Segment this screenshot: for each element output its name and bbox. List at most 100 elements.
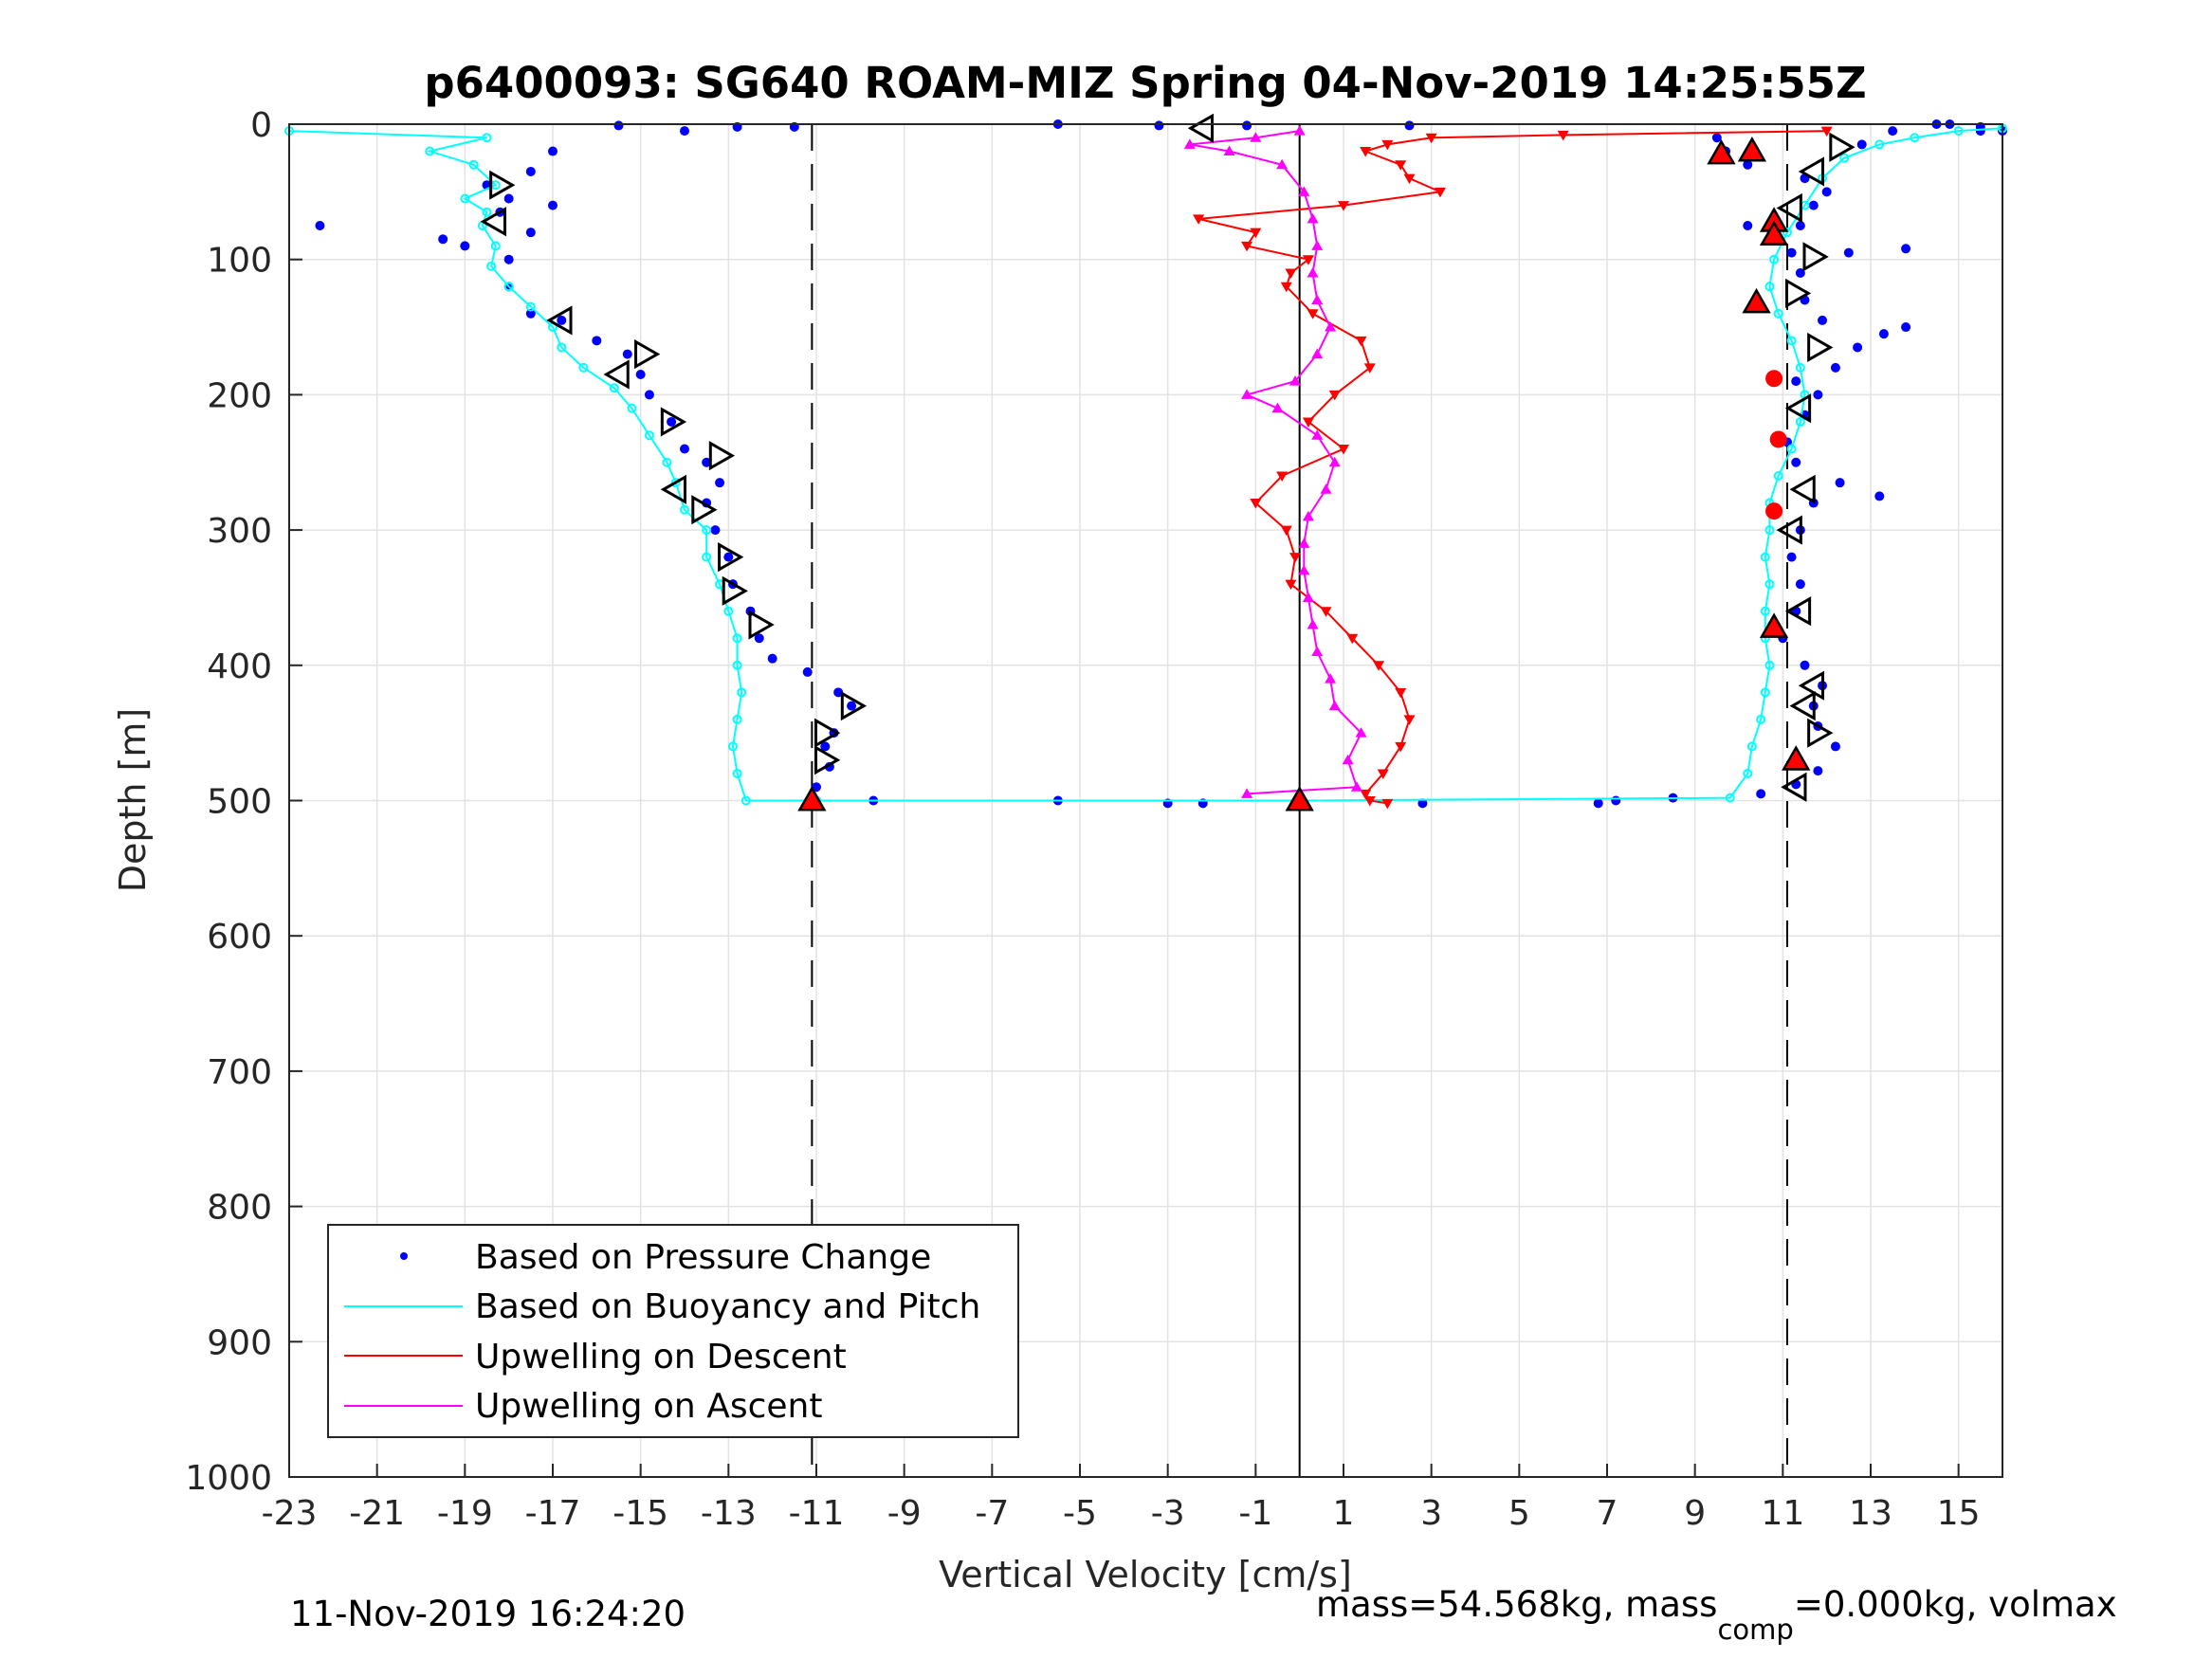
buoyancy-point [1756, 714, 1766, 724]
descent-point [1403, 715, 1416, 725]
open-triangle-marker [722, 575, 748, 606]
ascent-point [1311, 348, 1324, 359]
ascent-point [1342, 754, 1354, 765]
pressure-point [1791, 457, 1801, 467]
red-triangle-marker [1782, 745, 1811, 771]
buoyancy-point [627, 403, 637, 413]
pressure-point [1711, 133, 1722, 143]
y-tick-label: 600 [207, 918, 272, 957]
footer-mass-suffix: =0.000kg, volmax [1794, 1584, 2117, 1625]
buoyancy-point [1953, 126, 1964, 137]
buoyancy-point [578, 362, 589, 373]
pressure-point [1242, 120, 1252, 131]
series-line [1197, 130, 1827, 805]
buoyancy-point [1764, 282, 1775, 292]
descent-point [1557, 130, 1569, 141]
buoyancy-point [702, 525, 712, 536]
x-tick-label: -9 [887, 1494, 922, 1533]
buoyancy-point [503, 282, 514, 292]
legend-swatch-pressure [400, 1252, 408, 1260]
open-triangle-marker [1784, 278, 1812, 308]
pressure-point [1901, 322, 1911, 333]
pressure-point [802, 666, 813, 677]
footer-mass-subscript: comp [1717, 1613, 1793, 1646]
pressure-point [548, 200, 558, 210]
y-axis-label: Depth [m] [112, 708, 154, 893]
pressure-point [1813, 766, 1823, 776]
open-triangle-marker [1807, 332, 1834, 363]
pressure-point [1835, 478, 1845, 488]
y-tick-label: 0 [250, 106, 272, 145]
buoyancy-point [1746, 741, 1757, 752]
descent-point [1377, 769, 1389, 779]
pressure-point [1856, 139, 1867, 150]
open-triangle-marker [814, 718, 841, 748]
pressure-point [1791, 376, 1801, 387]
buoyancy-point [702, 552, 712, 562]
ascent-point [1241, 788, 1253, 798]
open-triangle-marker [1802, 242, 1829, 272]
pressure-point [1808, 200, 1819, 210]
open-triangle-marker [634, 339, 661, 370]
buoyancy-point [525, 301, 536, 312]
descent-point [1395, 687, 1407, 699]
x-tick-label: 11 [1761, 1494, 1804, 1533]
footer-timestamp: 11-Nov-2019 16:24:20 [290, 1594, 686, 1634]
pressure-point [1830, 741, 1840, 752]
buoyancy-point [1760, 687, 1770, 698]
pressure-point [315, 221, 325, 231]
buoyancy-point [1760, 606, 1770, 616]
red-triangle-marker [1759, 612, 1789, 638]
buoyancy-point [740, 795, 751, 806]
x-tick-label: -11 [789, 1494, 845, 1533]
pressure-point [1743, 159, 1753, 170]
ascent-point [1241, 389, 1253, 399]
ascent-point [1307, 618, 1319, 629]
buoyancy-point [1782, 228, 1792, 238]
buoyancy-point [425, 146, 435, 156]
pressure-point [847, 701, 857, 711]
ascent-point [1311, 429, 1324, 440]
open-triangle-marker [1781, 772, 1807, 802]
pressure-point [680, 126, 689, 137]
descent-point [1395, 741, 1407, 753]
open-triangle-marker [1784, 393, 1812, 424]
pressure-point [1821, 187, 1832, 197]
open-triangle-marker [660, 407, 687, 437]
open-triangle-marker [1784, 596, 1812, 627]
buoyancy-point [490, 241, 501, 251]
pressure-point [1874, 491, 1885, 501]
pressure-point [723, 552, 734, 562]
ascent-point [1328, 700, 1341, 711]
ascent-point [1307, 266, 1319, 278]
pressure-point [1795, 579, 1805, 590]
buoyancy-point [1839, 153, 1850, 163]
descent-point [1250, 499, 1262, 509]
footer-mass: mass=54.568kg, masscomp=0.000kg, volmax [1316, 1584, 2117, 1646]
descent-point [1381, 139, 1394, 151]
descent-point [1338, 444, 1349, 455]
y-tick-label: 700 [207, 1053, 272, 1092]
buoyancy-point [1764, 660, 1775, 670]
pressure-point [438, 234, 448, 245]
ascent-point [1325, 673, 1337, 684]
descent-point [1250, 228, 1262, 239]
pressure-point [1888, 126, 1898, 137]
pressure-point [710, 525, 721, 536]
ascent-point [1355, 727, 1367, 738]
legend-label-buoyancy: Based on Buoyancy and Pitch [475, 1287, 980, 1326]
pressure-point [1786, 552, 1797, 562]
x-tick-label: 5 [1508, 1494, 1530, 1533]
ascent-point [1320, 483, 1332, 494]
red-dot-marker [1765, 370, 1783, 388]
pressure-point [1593, 798, 1603, 809]
buoyancy-point [1795, 416, 1805, 427]
descent-point [1285, 268, 1297, 279]
descent-point [1360, 789, 1372, 800]
descent-point [1434, 187, 1446, 198]
pressure-point [1818, 315, 1828, 325]
pressure-point [1813, 390, 1823, 400]
buoyancy-point [557, 342, 567, 353]
buoyancy-point [1769, 254, 1780, 264]
